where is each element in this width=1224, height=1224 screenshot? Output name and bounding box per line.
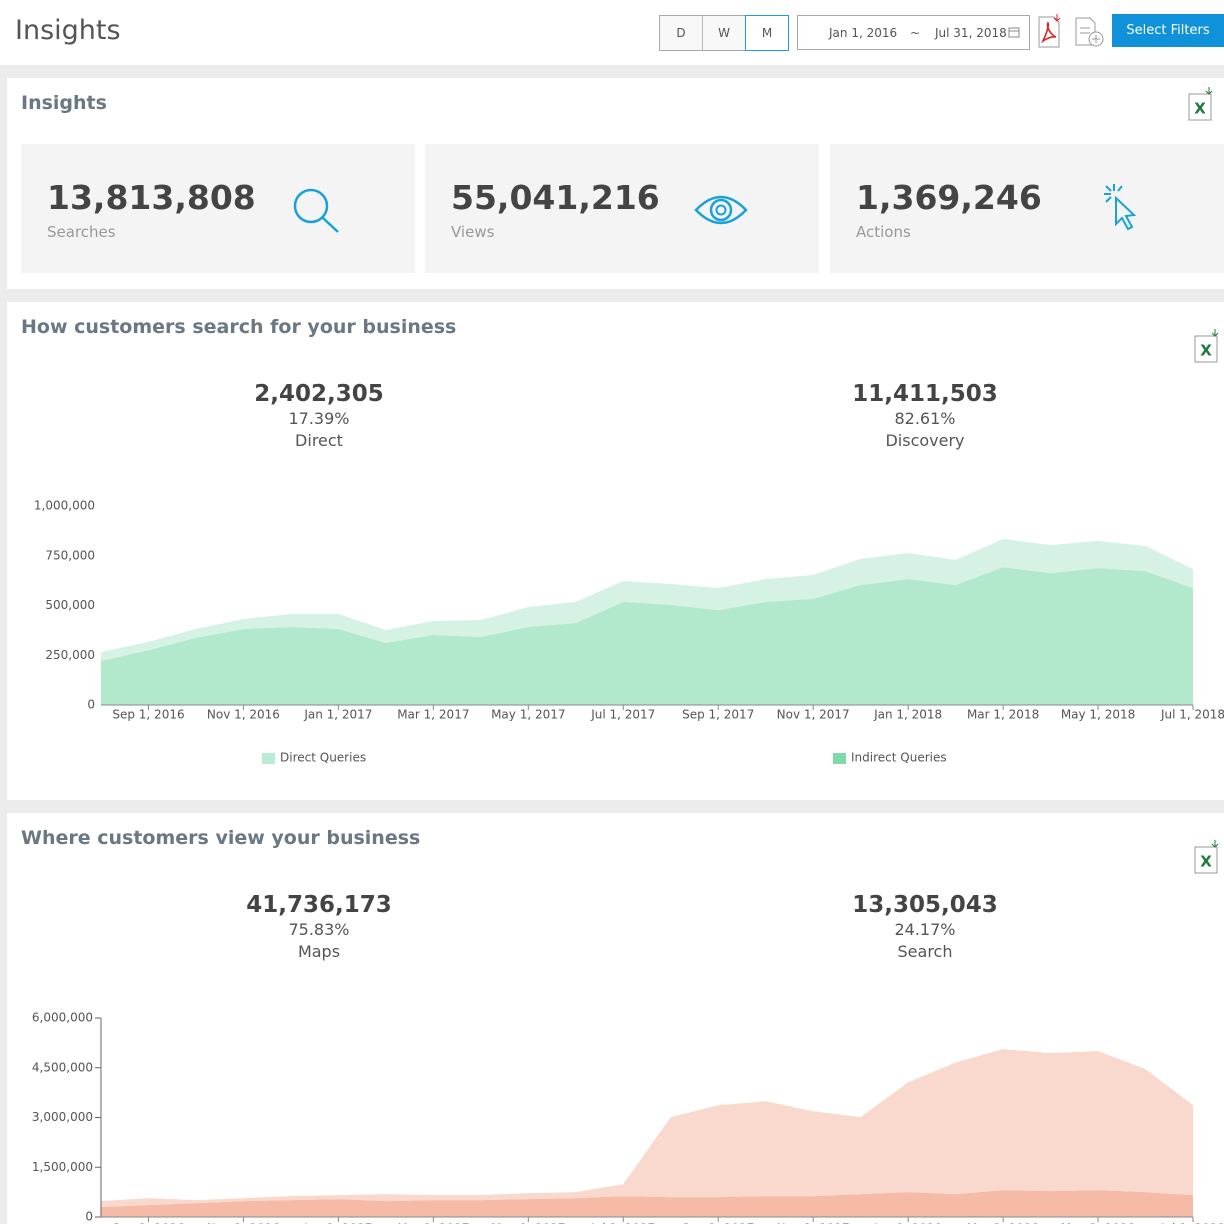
granularity-group: D W M [659, 15, 789, 51]
date-range[interactable]: Jan 1, 2016 ~ Jul 31, 2018 [797, 15, 1030, 50]
search-chart: Indirect Queries Direct Queries 0 250,000 50… [34, 499, 1224, 765]
stat-card: 55,041,216 Views [425, 144, 819, 273]
card-label: Actions [856, 223, 911, 241]
area [101, 539, 1193, 662]
x-tick-label: Jan 1, 2017 [303, 708, 372, 722]
card-value: 1,369,246 [856, 178, 1042, 217]
y-tick-label: 500,000 [45, 598, 95, 612]
add-report[interactable] [1073, 15, 1105, 49]
excel-export[interactable]: X [1187, 86, 1217, 122]
y-tick-label: 3,000,000 [32, 1110, 93, 1124]
area [101, 1049, 1193, 1208]
x-tick-label: Jul 1, 2018 [1160, 708, 1224, 722]
card-value: 13,813,808 [47, 178, 256, 217]
x-tick-label: Jul 1, 2017 [590, 1222, 655, 1224]
select-filters-button[interactable]: Select Filters [1112, 14, 1224, 47]
x-tick-label: Nov 1, 2017 [777, 1222, 850, 1224]
eye-icon [694, 195, 748, 225]
y-tick-label: 750,000 [45, 548, 95, 562]
stat-label: Maps [297, 942, 341, 961]
x-tick-label: Mar 1, 2018 [967, 708, 1039, 722]
date-from: Jan 1, 2016 [829, 26, 898, 40]
x-tick-label: Jan 1, 2018 [873, 1222, 942, 1224]
x-tick-label: Sep 1, 2016 [112, 1222, 184, 1224]
insights-panel: Insights X 13,813,808 Searches 55,041,21… [7, 78, 1224, 289]
pdf-export[interactable] [1037, 13, 1063, 49]
y-tick-label: 6,000,000 [32, 1011, 93, 1025]
svg-text:X: X [1194, 100, 1206, 118]
y-tick-label: 0 [85, 1210, 93, 1224]
stat: 2,402,305 17.39% Direct [169, 381, 469, 453]
section-title: Where customers view your business [21, 827, 421, 849]
legend-label: Direct Queries [280, 751, 366, 765]
section-title: Insights [21, 92, 107, 114]
svg-text:X: X [1200, 853, 1212, 871]
stat: 11,411,503 82.61% Discovery [775, 381, 1075, 453]
y-tick-label: 0 [87, 698, 95, 712]
date-separator: ~ [910, 26, 921, 40]
search-icon [293, 188, 339, 233]
x-tick-label: Nov 1, 2017 [777, 708, 850, 722]
stat-label: Direct [295, 431, 343, 450]
x-tick-label: Jul 1, 2018 [1160, 1222, 1224, 1224]
card-label: Searches [47, 223, 116, 241]
legend-swatch [262, 753, 275, 764]
y-tick-label: 1,500,000 [32, 1160, 93, 1174]
y-tick-label: 4,500,000 [32, 1060, 93, 1074]
stat-percent: 17.39% [288, 409, 350, 428]
x-tick-label: Mar 1, 2018 [967, 1222, 1039, 1224]
x-tick-label: Mar 1, 2017 [397, 1222, 469, 1224]
granularity-button[interactable]: W [703, 16, 746, 50]
stat-value: 13,305,043 [852, 892, 998, 918]
x-tick-label: Jan 1, 2017 [303, 1222, 372, 1224]
area [101, 567, 1193, 705]
stat-card: 13,813,808 Searches [21, 144, 415, 273]
x-tick-label: May 1, 2018 [1061, 1222, 1135, 1224]
stat: 41,736,173 75.83% Maps [169, 892, 469, 964]
x-tick-label: May 1, 2017 [491, 708, 565, 722]
x-tick-label: May 1, 2017 [491, 1222, 565, 1224]
page-title: Insights [15, 15, 121, 46]
top-bar: Insights D W M Jan 1, 2016 ~ Jul 31, 201… [0, 0, 1224, 65]
card-label: Views [451, 223, 495, 241]
legend-label: Indirect Queries [851, 751, 947, 765]
stat-label: Search [897, 942, 953, 961]
section-title: How customers search for your business [21, 316, 457, 338]
calendar-icon [1008, 27, 1020, 38]
svg-text:X: X [1200, 342, 1212, 360]
stat-value: 41,736,173 [246, 892, 392, 918]
x-tick-label: Sep 1, 2017 [682, 1222, 754, 1224]
granularity-button[interactable]: M [745, 15, 789, 51]
stat-label: Discovery [885, 431, 965, 450]
legend-swatch [833, 753, 846, 764]
stat-value: 2,402,305 [254, 381, 384, 407]
x-tick-label: Jan 1, 2018 [873, 708, 942, 722]
x-tick-label: Mar 1, 2017 [397, 708, 469, 722]
excel-export[interactable]: X [1193, 839, 1223, 875]
x-tick-label: Jul 1, 2017 [590, 708, 655, 722]
stat: 13,305,043 24.17% Search [775, 892, 1075, 964]
stat-percent: 24.17% [894, 920, 956, 939]
card-value: 55,041,216 [451, 178, 660, 217]
x-tick-label: May 1, 2018 [1061, 708, 1135, 722]
stat-card: 1,369,246 Actions [830, 144, 1224, 273]
x-tick-label: Nov 1, 2016 [207, 1222, 280, 1224]
stat-value: 11,411,503 [852, 381, 998, 407]
stat-percent: 82.61% [894, 409, 956, 428]
x-tick-label: Nov 1, 2016 [207, 708, 280, 722]
stat-percent: 75.83% [288, 920, 350, 939]
area [101, 1190, 1193, 1217]
y-tick-label: 1,000,000 [34, 499, 95, 513]
view-chart: 0 1,500,000 3,000,000 4,500,000 6,000,000 Sep… [32, 1011, 1224, 1224]
y-tick-label: 250,000 [45, 648, 95, 662]
date-to: Jul 31, 2018 [935, 26, 1007, 40]
x-tick-label: Sep 1, 2016 [112, 708, 184, 722]
x-tick-label: Sep 1, 2017 [682, 708, 754, 722]
click-icon [1104, 184, 1137, 231]
excel-export[interactable]: X [1193, 328, 1223, 364]
granularity-button[interactable]: D [660, 16, 703, 50]
